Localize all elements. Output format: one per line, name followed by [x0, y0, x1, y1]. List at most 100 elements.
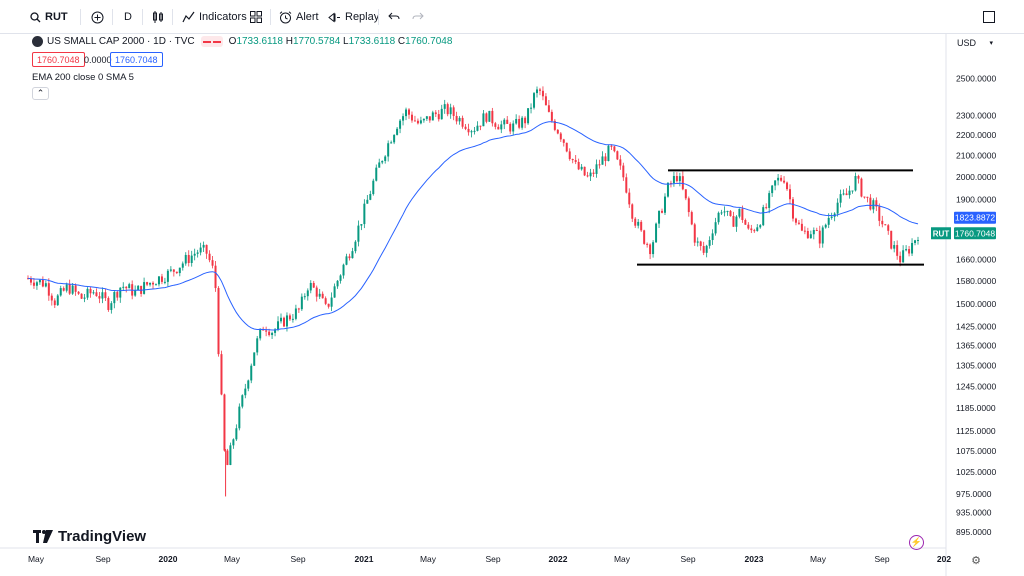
candle-body	[759, 225, 762, 228]
candle-body	[741, 208, 744, 220]
market-status-icon[interactable]	[200, 36, 223, 47]
candle-body	[533, 93, 536, 108]
candle-body	[702, 246, 705, 253]
candle-body	[485, 113, 488, 122]
candle-body	[830, 216, 833, 218]
candle-body	[607, 145, 610, 162]
candle-body	[149, 282, 152, 285]
candle-body	[229, 445, 232, 465]
alert-button[interactable]: Alert	[279, 7, 319, 27]
y-tick-label: 1075.0000	[956, 446, 996, 456]
candle-body	[431, 112, 434, 121]
symbol-tag-label: RUT	[933, 229, 950, 238]
candle-body	[893, 245, 896, 249]
candle-body	[196, 252, 199, 254]
sell-price-button[interactable]: 1760.7048	[32, 52, 85, 67]
plus-circle-icon	[91, 11, 104, 23]
candle-body	[235, 428, 238, 440]
candle-body	[387, 143, 390, 157]
candle-body	[285, 315, 288, 327]
candle-body	[565, 142, 568, 152]
candle-body	[342, 264, 345, 276]
redo-button[interactable]	[412, 7, 424, 27]
candle-body	[771, 185, 774, 194]
candle-body	[794, 218, 797, 223]
interval-button[interactable]: D	[124, 11, 132, 23]
candle-body	[247, 380, 250, 389]
candle-body	[509, 123, 512, 132]
candle-body	[655, 223, 658, 243]
candle-body	[157, 276, 160, 285]
candle-body	[827, 217, 830, 225]
candle-body	[152, 282, 155, 285]
candle-body	[696, 241, 699, 243]
candle-body	[866, 196, 869, 198]
candle-body	[568, 151, 571, 160]
candle-body	[479, 125, 482, 127]
candle-body	[101, 292, 104, 299]
buy-price-button[interactable]: 1760.7048	[110, 52, 163, 67]
candle-body	[211, 260, 214, 266]
candle-body	[836, 202, 839, 214]
candle-body	[774, 180, 777, 186]
settings-button[interactable]: ⚙	[969, 553, 983, 567]
y-tick-label: 1425.0000	[956, 322, 996, 332]
candle-body	[110, 303, 113, 310]
x-tick-label: May	[28, 554, 45, 564]
indicators-button[interactable]: Indicators	[182, 7, 247, 27]
candle-body	[336, 280, 339, 287]
candle-body	[530, 107, 533, 109]
ema-200-line	[27, 121, 919, 331]
candle-body	[625, 177, 628, 193]
candle-body	[729, 210, 732, 217]
square-icon	[983, 11, 995, 23]
high-value: 1770.5784	[292, 36, 341, 47]
candle-body	[717, 212, 720, 223]
candle-body	[220, 354, 223, 395]
undo-button[interactable]	[388, 7, 400, 27]
alarm-clock-icon	[279, 10, 292, 23]
candle-body	[610, 145, 613, 147]
candle-body	[544, 96, 547, 106]
ohlc-values: O1733.6118 H1770.5784 L1733.6118 C1760.7…	[229, 36, 453, 47]
candle-body	[678, 176, 681, 182]
candle-body	[756, 227, 759, 231]
replay-button[interactable]: Replay	[328, 7, 379, 27]
candle-body	[482, 113, 485, 127]
candle-body	[184, 254, 187, 264]
fullscreen-button[interactable]	[983, 7, 995, 27]
candle-body	[294, 308, 297, 319]
collapse-legend-button[interactable]: ⌃	[32, 87, 49, 100]
candle-body	[208, 253, 211, 261]
candle-body	[613, 146, 616, 152]
chart-type-button[interactable]	[152, 7, 164, 27]
candle-body	[128, 284, 131, 289]
candle-body	[672, 176, 675, 184]
candle-body	[789, 189, 792, 200]
candle-body	[556, 129, 559, 134]
symbol-search-button[interactable]: RUT	[30, 7, 68, 27]
candle-body	[62, 288, 65, 291]
layouts-button[interactable]	[250, 7, 262, 27]
candle-body	[104, 292, 107, 299]
lightning-button[interactable]: ⚡	[909, 535, 924, 550]
candle-body	[518, 118, 521, 128]
candle-body	[107, 298, 110, 310]
candle-body	[750, 228, 753, 231]
indicator-legend[interactable]: EMA 200 close 0 SMA 5	[32, 72, 134, 83]
replay-label: Replay	[345, 11, 380, 23]
candle-body	[619, 159, 622, 166]
compare-button[interactable]	[91, 7, 104, 27]
candle-body	[470, 131, 473, 133]
currency-select[interactable]: USD ▾	[954, 36, 996, 50]
candle-body	[446, 104, 449, 115]
candle-body	[259, 328, 262, 339]
candle-body	[473, 130, 476, 132]
candle-body	[669, 182, 672, 184]
candle-body	[375, 167, 378, 181]
candle-body	[887, 225, 890, 231]
chevron-down-icon: ▾	[989, 40, 993, 47]
chart-legend: US SMALL CAP 2000 · 1D · TVC O1733.6118 …	[32, 36, 452, 47]
candle-body	[851, 190, 854, 192]
